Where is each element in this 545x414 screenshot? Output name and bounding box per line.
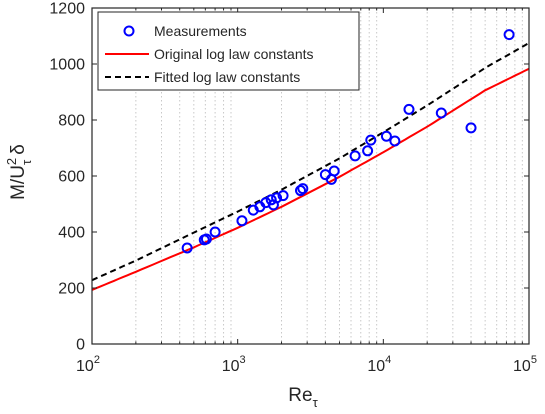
y-tick-label: 400: [58, 225, 85, 242]
data-point: [365, 134, 377, 146]
legend-marker-measurements: [123, 25, 135, 37]
data-point: [200, 233, 212, 245]
data-point: [362, 145, 374, 157]
data-point: [380, 130, 392, 142]
x-tick-label: 104: [367, 354, 391, 375]
data-point: [181, 242, 193, 254]
x-tick-label: 105: [513, 354, 537, 375]
x-tick-labels: 102 103 104 105: [76, 354, 537, 375]
y-tick-label: 200: [58, 281, 85, 298]
legend: Measurements Original log law constants …: [97, 11, 360, 91]
data-point: [297, 183, 309, 195]
data-point: [265, 194, 277, 206]
series-lines: [91, 42, 530, 291]
data-point: [271, 192, 283, 204]
data-point: [328, 165, 340, 177]
series-line-original: [91, 67, 530, 291]
data-point: [465, 122, 477, 134]
y-tick-label: 1000: [49, 57, 85, 74]
legend-label-fitted: Fitted log law constants: [154, 69, 300, 85]
data-point: [389, 135, 401, 147]
y-tick-label: 600: [58, 169, 85, 186]
axis-ticks: [91, 7, 530, 345]
y-tick-label: 0: [76, 337, 85, 354]
legend-label-measurements: Measurements: [154, 23, 247, 39]
y-axis-label: M/U2τδ: [4, 144, 34, 200]
data-point: [349, 150, 361, 162]
data-point: [236, 215, 248, 227]
data-point: [503, 29, 515, 41]
data-point: [435, 107, 447, 119]
data-point: [209, 226, 221, 238]
series-line-fitted: [91, 42, 530, 282]
data-point: [295, 185, 307, 197]
legend-label-original: Original log law constants: [154, 46, 314, 62]
data-point: [277, 190, 289, 202]
data-point: [403, 103, 415, 115]
y-tick-label: 800: [58, 113, 85, 130]
y-tick-label: 1200: [49, 1, 85, 18]
x-tick-label: 103: [222, 354, 246, 375]
measurement-markers: [181, 29, 515, 254]
legend-box: [97, 11, 360, 91]
x-axis-label: Reτ: [288, 385, 318, 410]
y-tick-labels: 0 200 400 600 800 1000 1200: [49, 1, 85, 354]
x-tick-label: 102: [76, 354, 100, 375]
